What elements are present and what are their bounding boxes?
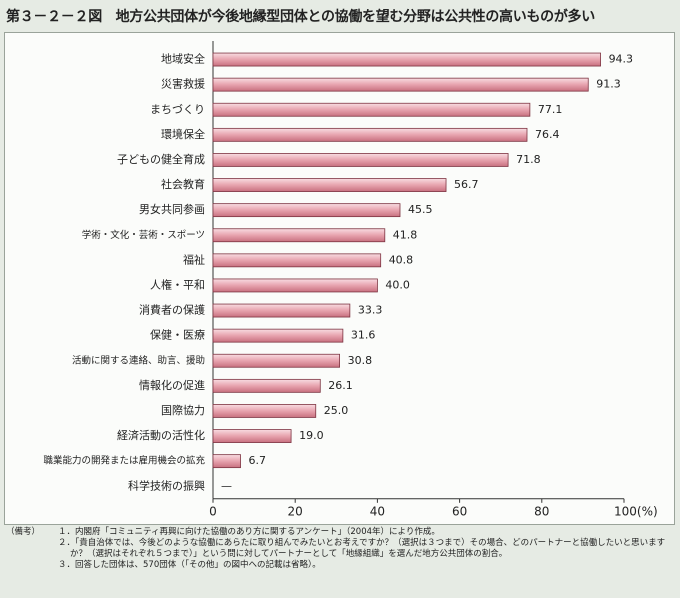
x-tick-label: 80 [534,504,549,518]
y-tick-label: 経済活動の活性化 [117,428,205,442]
value-label: 71.8 [516,153,541,166]
value-label: 45.5 [408,203,433,216]
bar [212,203,401,218]
value-label: — [221,479,232,492]
x-tick-label: 60 [452,504,467,518]
x-tick-label: 100(%) [614,504,658,518]
y-tick-label: 男女共同参画 [139,202,205,216]
note: １．内閣府「コミュニティ再興に向けた協働のあり方に関するアンケート」（2004年… [58,527,440,537]
value-label: 94.3 [609,53,634,66]
bar [212,153,509,167]
y-tick-label: 福祉 [183,252,205,266]
x-tick-label: 40 [370,504,385,518]
y-tick-label: 環境保全 [161,127,205,141]
y-tick-label: 学術・文化・芸術・スポーツ [82,229,205,241]
bar [212,178,447,192]
value-label: 30.8 [348,354,373,367]
value-label: 40.8 [389,253,414,266]
value-label: 33.3 [358,304,383,317]
y-tick-label: 情報化の促進 [139,378,205,392]
note: ２．「貴自治体では、今後どのような協働にあらたに取り組んでみたいとお考えですか？… [58,538,666,559]
y-tick-label: 子どもの健全育成 [117,152,205,166]
y-tick-label: 活動に関する連絡、助言、援助 [72,354,205,366]
bar [212,52,601,67]
value-label: 41.8 [393,228,418,241]
value-label: 6.7 [249,454,266,467]
y-tick-label: 保健・医療 [150,328,205,342]
chart: 0 20 40 60 80 100(%) 地域安全 94.3 災害救援 91.3 まちづくり 77.1… [4,32,675,525]
y-tick-label: 人権・平和 [150,277,205,291]
y-tick-label: 職業能力の開発または雇用機会の拡充 [43,455,205,467]
bar [212,378,321,393]
bar [212,454,241,469]
y-tick-label: 科学技術の振興 [128,478,205,492]
bar [212,228,386,243]
notes-label: （備考） [6,527,41,537]
value-label: 77.1 [538,103,563,116]
bar [212,303,351,318]
bar [212,102,531,117]
bar [212,77,589,92]
note: ３．回答した団体は、570団体（「その他」の図中への記載は省略）。 [58,560,321,570]
y-tick-label: 国際協力 [161,404,205,417]
bar [212,328,344,343]
notes: （備考） １．内閣府「コミュニティ再興に向けた協働のあり方に関するアンケート」（… [6,527,670,571]
value-label: 31.6 [351,329,376,342]
bar [212,253,382,268]
value-label: 56.7 [454,178,479,191]
bar [212,353,340,368]
y-tick-label: 社会教育 [161,177,205,191]
x-tick-label: 0 [209,504,217,518]
bar [212,429,292,443]
bar [212,404,317,418]
bar [212,278,378,293]
value-label: 25.0 [324,404,349,417]
value-label: 19.0 [299,429,324,442]
chart-title: 第３－２－２図 地方公共団体が今後地縁型団体との協働を望む分野は公共性の高いもの… [6,9,595,25]
y-tick-label: 消費者の保護 [139,303,205,317]
y-tick-label: 地域安全 [161,52,205,66]
y-tick-label: 災害救援 [161,77,205,91]
value-label: 76.4 [535,128,560,141]
value-label: 26.1 [328,379,353,392]
x-tick-label: 20 [288,504,303,518]
value-label: 40.0 [385,278,410,291]
bar [212,127,528,142]
value-label: 91.3 [596,78,621,91]
y-tick-label: まちづくり [150,103,205,116]
